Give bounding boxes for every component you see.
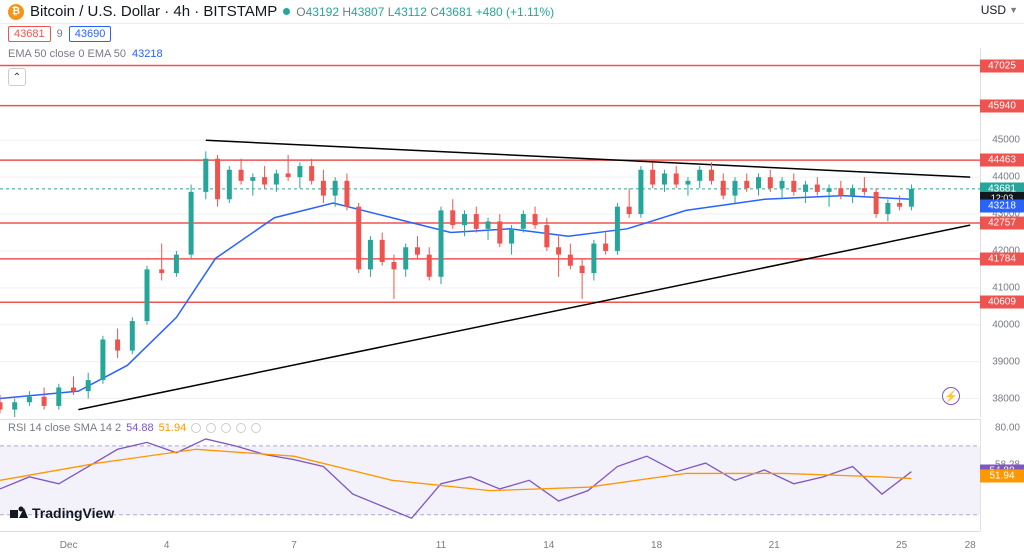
time-axis[interactable]: Dec47111418212528 xyxy=(0,531,980,557)
tradingview-logo: TradingView xyxy=(10,505,114,521)
price-axis[interactable]: 3800039000400004100042000430004400045000… xyxy=(980,48,1024,417)
chevron-down-icon: ▼ xyxy=(1009,5,1018,15)
tradingview-icon xyxy=(10,506,28,520)
rsi-axis[interactable]: 80.0058.2854.8853.9351.94 xyxy=(980,419,1024,531)
visibility-icon[interactable] xyxy=(206,423,216,433)
ema-indicator-label[interactable]: EMA 50 close 0 EMA 50 43218 xyxy=(8,48,163,60)
visibility-icon[interactable] xyxy=(191,423,201,433)
lightning-icon[interactable]: ⚡ xyxy=(942,387,960,405)
price-chart[interactable]: ⚡ xyxy=(0,48,980,417)
rsi-panel[interactable]: RSI 14 close SMA 14 2 54.88 51.94 xyxy=(0,419,980,531)
chart-header: ₿ Bitcoin / U.S. Dollar · 4h · BITSTAMP … xyxy=(0,0,1024,24)
rsi-indicator-label[interactable]: RSI 14 close SMA 14 2 54.88 51.94 xyxy=(8,422,261,434)
ask-badge[interactable]: 43690 xyxy=(69,26,112,42)
market-status-icon xyxy=(283,8,290,15)
collapse-button[interactable]: ⌃ xyxy=(8,68,26,86)
ohlc-display: O43192 H43807 L43112 C43681 +480 (+1.11%… xyxy=(296,5,554,19)
visibility-icon[interactable] xyxy=(221,423,231,433)
spread-value: 9 xyxy=(57,28,63,40)
bid-badge[interactable]: 43681 xyxy=(8,26,51,42)
symbol-title[interactable]: Bitcoin / U.S. Dollar · 4h · BITSTAMP xyxy=(30,3,277,20)
chevron-up-icon: ⌃ xyxy=(13,72,21,83)
visibility-icon[interactable] xyxy=(236,423,246,433)
visibility-icon[interactable] xyxy=(251,423,261,433)
bid-ask-row: 43681 9 43690 xyxy=(0,24,1024,44)
bitcoin-icon: ₿ xyxy=(8,4,24,20)
currency-dropdown[interactable]: USD▼ xyxy=(981,3,1018,17)
